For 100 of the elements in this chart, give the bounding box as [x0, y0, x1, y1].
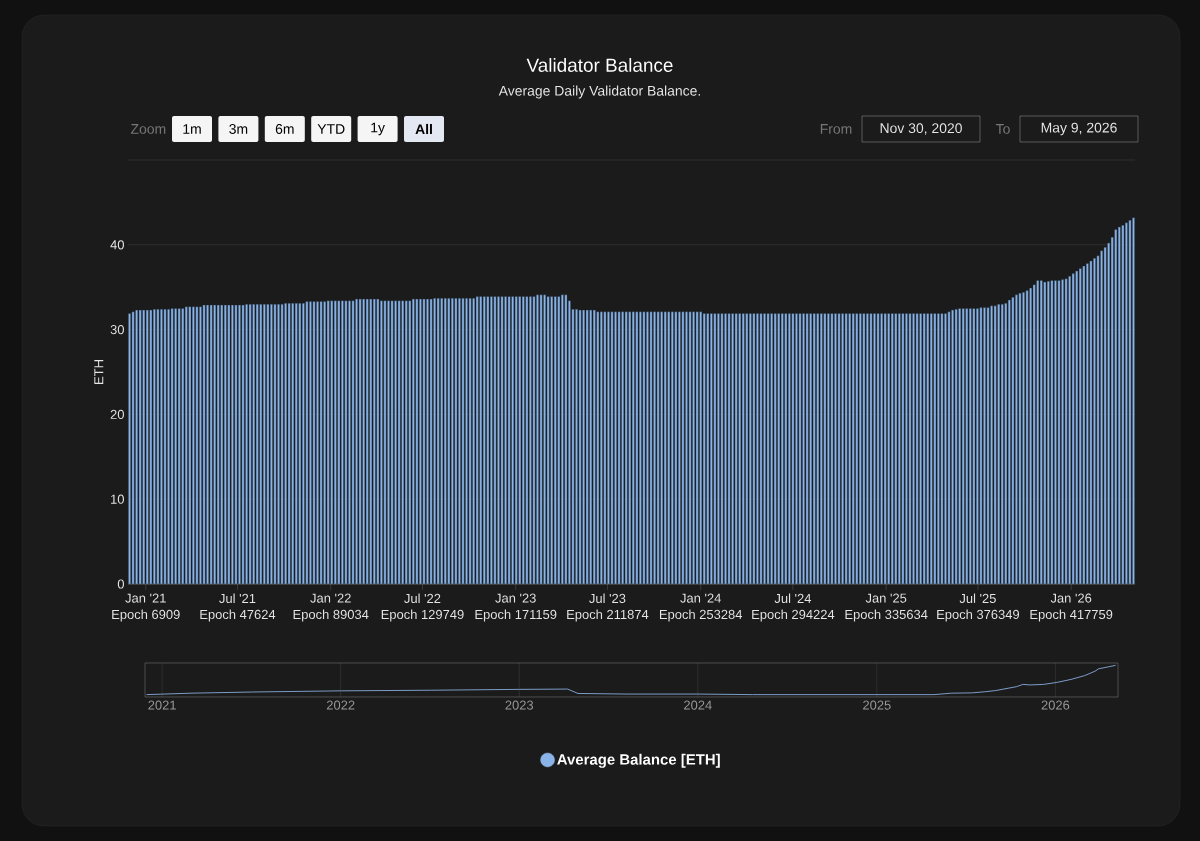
x-tick-label: 2024 [684, 700, 712, 710]
bar [372, 298, 376, 584]
x2-tick-label: Epoch 171159 [475, 609, 557, 622]
bar [270, 303, 273, 584]
bar [855, 313, 859, 584]
bar [940, 313, 944, 584]
bar [521, 296, 525, 584]
bar [965, 308, 969, 584]
bar [695, 311, 699, 584]
bar [791, 313, 795, 584]
bar [422, 298, 426, 584]
bar [1043, 281, 1047, 584]
bar [915, 313, 919, 584]
bar [1054, 280, 1057, 584]
bar [976, 308, 979, 584]
bar [241, 304, 245, 584]
bar [450, 298, 454, 584]
bar [465, 298, 468, 584]
x-tick-label: Jul '22 [404, 593, 441, 604]
bar [557, 296, 561, 584]
bar [266, 303, 270, 584]
text: 6m [275, 124, 294, 134]
bar [734, 313, 738, 584]
bar [869, 313, 873, 584]
x-tick-label: Jan '26 [1050, 593, 1092, 603]
bar [919, 313, 923, 584]
x-tick-label: Jan '21 [125, 593, 166, 603]
bar [685, 311, 688, 584]
bar [369, 298, 373, 584]
bar [380, 300, 383, 584]
bar [890, 313, 894, 584]
bar [766, 313, 770, 584]
bar [202, 304, 206, 584]
bar [954, 309, 958, 584]
bar [883, 313, 887, 584]
bar [993, 305, 997, 584]
bar [553, 296, 557, 584]
bar [933, 313, 937, 584]
bar [582, 309, 585, 584]
bar [837, 313, 841, 584]
bar [738, 313, 742, 584]
bar [1093, 258, 1096, 584]
bar [415, 298, 419, 584]
bar [490, 296, 493, 584]
y-tick-label: 30 [110, 325, 124, 335]
bar [1064, 278, 1068, 584]
bar [1000, 303, 1004, 584]
bar [834, 313, 837, 584]
bar [1128, 220, 1132, 584]
bar [827, 313, 830, 584]
bar [986, 307, 990, 584]
bar [525, 296, 529, 584]
bar [607, 311, 610, 584]
bar [649, 311, 653, 584]
bar [206, 304, 209, 584]
bar [631, 311, 635, 584]
bar [816, 313, 820, 584]
bar [153, 309, 156, 584]
chart-subtitle: Average Daily Validator Balance. [498, 85, 700, 99]
bar [770, 313, 774, 584]
bar [951, 309, 954, 584]
bar [653, 311, 656, 584]
bar [1114, 229, 1118, 584]
bar [1011, 297, 1015, 584]
bar [788, 313, 791, 584]
bar [546, 296, 550, 584]
bar [358, 298, 362, 584]
bar [323, 301, 327, 584]
bar [660, 311, 664, 584]
bar [539, 294, 543, 584]
bar [560, 294, 564, 584]
bar [1061, 279, 1064, 584]
x-tick-label: 2021 [148, 700, 176, 710]
bar [926, 313, 930, 584]
bar [231, 304, 234, 584]
bar [291, 303, 295, 584]
bar [1039, 280, 1043, 584]
bar [1132, 217, 1135, 584]
bar [294, 303, 298, 584]
bar [880, 313, 883, 584]
bar [1007, 299, 1011, 584]
x2-tick-label: Epoch 294224 [752, 609, 835, 622]
bar [692, 311, 695, 584]
x2-tick-label: Epoch 47624 [200, 609, 276, 622]
bar [1029, 287, 1032, 584]
bar [862, 313, 866, 584]
bar [763, 313, 766, 584]
x-tick-label: Jan '25 [865, 593, 907, 603]
y-tick-label: 20 [110, 409, 124, 419]
bar [979, 307, 983, 584]
bar [841, 313, 844, 584]
bar [1078, 268, 1082, 584]
bar [897, 313, 901, 584]
x2-tick-label: Epoch 211874 [567, 609, 649, 622]
text: Zoom [130, 124, 166, 134]
bar [192, 306, 195, 584]
bar [234, 304, 238, 584]
bar [1071, 273, 1075, 584]
bar [809, 313, 813, 584]
bar [670, 311, 674, 584]
